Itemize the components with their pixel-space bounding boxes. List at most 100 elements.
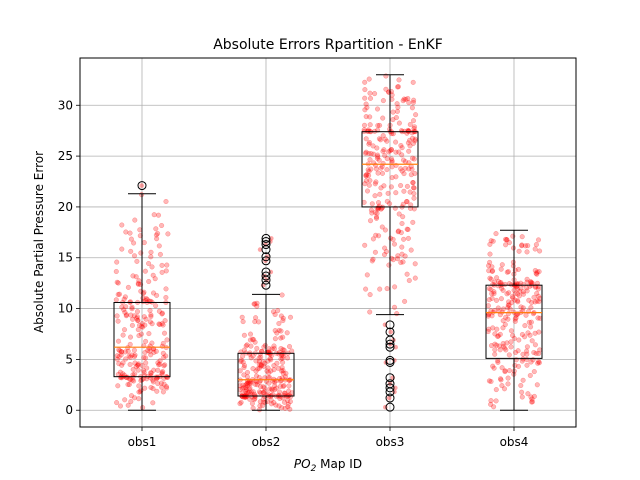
data-point-obs4 <box>528 324 534 330</box>
data-point-obs2 <box>238 399 244 405</box>
data-point-obs3 <box>405 226 411 233</box>
data-point-obs3 <box>388 147 394 153</box>
data-point-obs3 <box>363 150 369 156</box>
data-point-obs3 <box>370 256 376 262</box>
data-point-obs4 <box>500 325 506 331</box>
data-point-obs3 <box>362 242 368 248</box>
data-point-obs2 <box>241 347 247 353</box>
data-point-obs4 <box>495 305 501 311</box>
data-point-obs3 <box>407 121 413 128</box>
data-point-obs1 <box>153 374 159 380</box>
data-point-obs1 <box>114 356 120 362</box>
data-point-obs3 <box>388 184 394 190</box>
data-point-obs4 <box>495 333 501 339</box>
data-point-obs3 <box>380 98 386 104</box>
data-point-obs1 <box>143 355 149 361</box>
data-point-obs3 <box>370 236 376 242</box>
data-point-obs1 <box>134 258 140 264</box>
data-point-obs4 <box>488 238 494 244</box>
data-point-obs4 <box>504 237 510 243</box>
data-point-obs3 <box>381 183 387 189</box>
data-point-obs3 <box>376 205 382 211</box>
data-point-obs1 <box>142 349 148 356</box>
data-point-obs3 <box>390 257 396 263</box>
data-point-obs1 <box>132 217 138 223</box>
data-point-obs3 <box>410 219 416 225</box>
data-point-obs3 <box>412 138 418 144</box>
data-point-obs4 <box>534 382 540 388</box>
data-point-obs1 <box>119 246 125 252</box>
data-point-obs3 <box>395 229 401 235</box>
data-point-obs4 <box>498 266 504 272</box>
data-point-obs2 <box>281 347 287 353</box>
data-point-obs1 <box>157 251 163 257</box>
data-point-obs1 <box>131 347 137 353</box>
data-point-obs2 <box>257 390 264 396</box>
data-point-obs3 <box>367 95 374 101</box>
data-point-obs1 <box>125 284 131 290</box>
data-point-obs2 <box>246 386 252 392</box>
chart-title: Absolute Errors Rpartition - EnKF <box>213 37 443 53</box>
data-point-obs4 <box>523 312 529 318</box>
data-point-obs4 <box>520 377 526 383</box>
data-point-obs2 <box>265 365 271 371</box>
data-point-obs2 <box>244 342 250 348</box>
data-point-obs1 <box>134 309 141 315</box>
outlier-obs3 <box>385 342 395 352</box>
data-point-obs1 <box>119 362 125 368</box>
data-point-obs4 <box>507 306 513 312</box>
data-point-obs1 <box>136 389 142 395</box>
data-point-obs1 <box>116 354 122 360</box>
data-point-obs1 <box>142 322 148 328</box>
data-point-obs1 <box>115 338 122 344</box>
data-point-obs1 <box>130 316 136 322</box>
data-point-obs3 <box>375 152 381 158</box>
data-point-obs3 <box>408 172 414 178</box>
data-point-obs2 <box>254 345 260 351</box>
data-point-obs1 <box>148 254 154 260</box>
data-point-obs2 <box>284 330 290 336</box>
data-point-obs1 <box>149 264 155 270</box>
data-point-obs2 <box>286 343 293 350</box>
data-point-obs4 <box>515 291 521 297</box>
plot-frame <box>79 57 577 428</box>
data-point-obs4 <box>485 328 491 335</box>
data-point-obs4 <box>534 269 540 275</box>
data-point-obs4 <box>492 331 498 337</box>
data-point-obs2 <box>241 364 247 371</box>
data-point-obs4 <box>490 268 496 274</box>
x-tick-label-obs1: obs1 <box>128 435 157 449</box>
outlier-obs2 <box>261 280 271 290</box>
data-point-obs3 <box>364 104 370 111</box>
data-point-obs3 <box>362 87 368 93</box>
data-point-obs2 <box>279 364 285 371</box>
data-point-obs1 <box>149 321 155 327</box>
data-point-obs3 <box>393 174 399 180</box>
data-point-obs1 <box>115 280 121 286</box>
data-point-obs2 <box>254 300 260 306</box>
data-point-obs3 <box>366 168 372 175</box>
data-point-obs1 <box>129 306 135 312</box>
data-point-obs1 <box>135 281 141 287</box>
data-point-obs1 <box>122 309 128 315</box>
data-point-obs2 <box>240 319 246 325</box>
data-point-obs3 <box>398 182 404 189</box>
data-point-obs3 <box>368 207 374 213</box>
data-point-obs4 <box>516 248 522 254</box>
data-point-obs4 <box>526 319 532 325</box>
data-point-obs4 <box>493 387 499 393</box>
data-point-obs4 <box>528 359 534 365</box>
data-point-obs3 <box>375 200 382 206</box>
data-point-obs3 <box>379 170 386 176</box>
data-point-obs1 <box>150 377 156 383</box>
data-point-obs3 <box>364 272 370 278</box>
data-point-obs4 <box>515 266 522 272</box>
data-point-obs3 <box>373 215 380 221</box>
data-point-obs4 <box>536 269 542 275</box>
data-point-obs2 <box>280 318 286 324</box>
data-point-obs4 <box>532 299 538 305</box>
data-point-obs4 <box>486 378 492 384</box>
data-point-obs1 <box>129 352 135 358</box>
data-point-obs2 <box>244 374 250 380</box>
data-point-obs1 <box>118 352 124 358</box>
